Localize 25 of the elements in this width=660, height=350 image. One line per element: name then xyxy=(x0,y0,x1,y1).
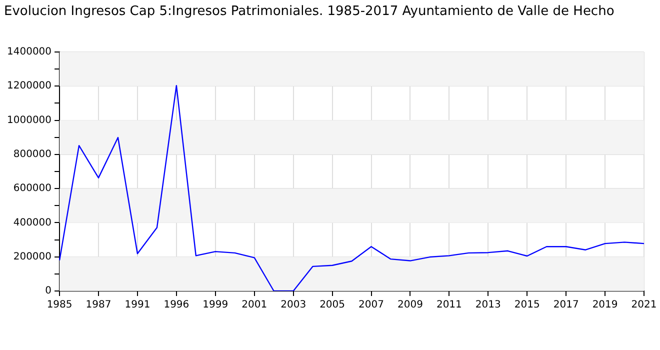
x-tick-label: 2015 xyxy=(514,300,540,311)
y-tick-label: 0 xyxy=(45,286,52,297)
x-tick-label: 1999 xyxy=(202,300,228,311)
y-tick-label: 1400000 xyxy=(6,46,52,58)
x-tick-label: 2019 xyxy=(592,300,618,311)
chart-title: Evolucion Ingresos Cap 5:Ingresos Patrimoniales. 1985-2017 Ayuntamiento de Valle de Hecho xyxy=(4,4,614,19)
x-tick-label: 1991 xyxy=(124,300,150,311)
x-tick-label: 2013 xyxy=(475,300,501,311)
y-tick-label: 600000 xyxy=(13,183,52,194)
x-tick-label: 2005 xyxy=(320,300,346,311)
x-tick-label: 2011 xyxy=(436,300,462,311)
y-tick-label: 400000 xyxy=(13,217,52,228)
x-tick-label: 2007 xyxy=(358,300,384,311)
x-tick-label: 1987 xyxy=(86,300,112,311)
y-tick-label: 1200000 xyxy=(6,80,52,92)
y-tick-label: 200000 xyxy=(13,251,52,262)
x-tick-label: 1985 xyxy=(46,300,72,311)
x-tick-label: 2021 xyxy=(631,300,657,311)
x-tick-label: 1996 xyxy=(164,300,190,311)
x-tick-label: 2017 xyxy=(553,300,579,311)
y-tick-label: 800000 xyxy=(13,149,52,160)
x-tick-label: 2001 xyxy=(242,300,268,311)
x-tick-label: 2003 xyxy=(280,300,306,311)
y-tick-label: 1000000 xyxy=(6,114,52,126)
x-tick-label: 2009 xyxy=(397,300,423,311)
